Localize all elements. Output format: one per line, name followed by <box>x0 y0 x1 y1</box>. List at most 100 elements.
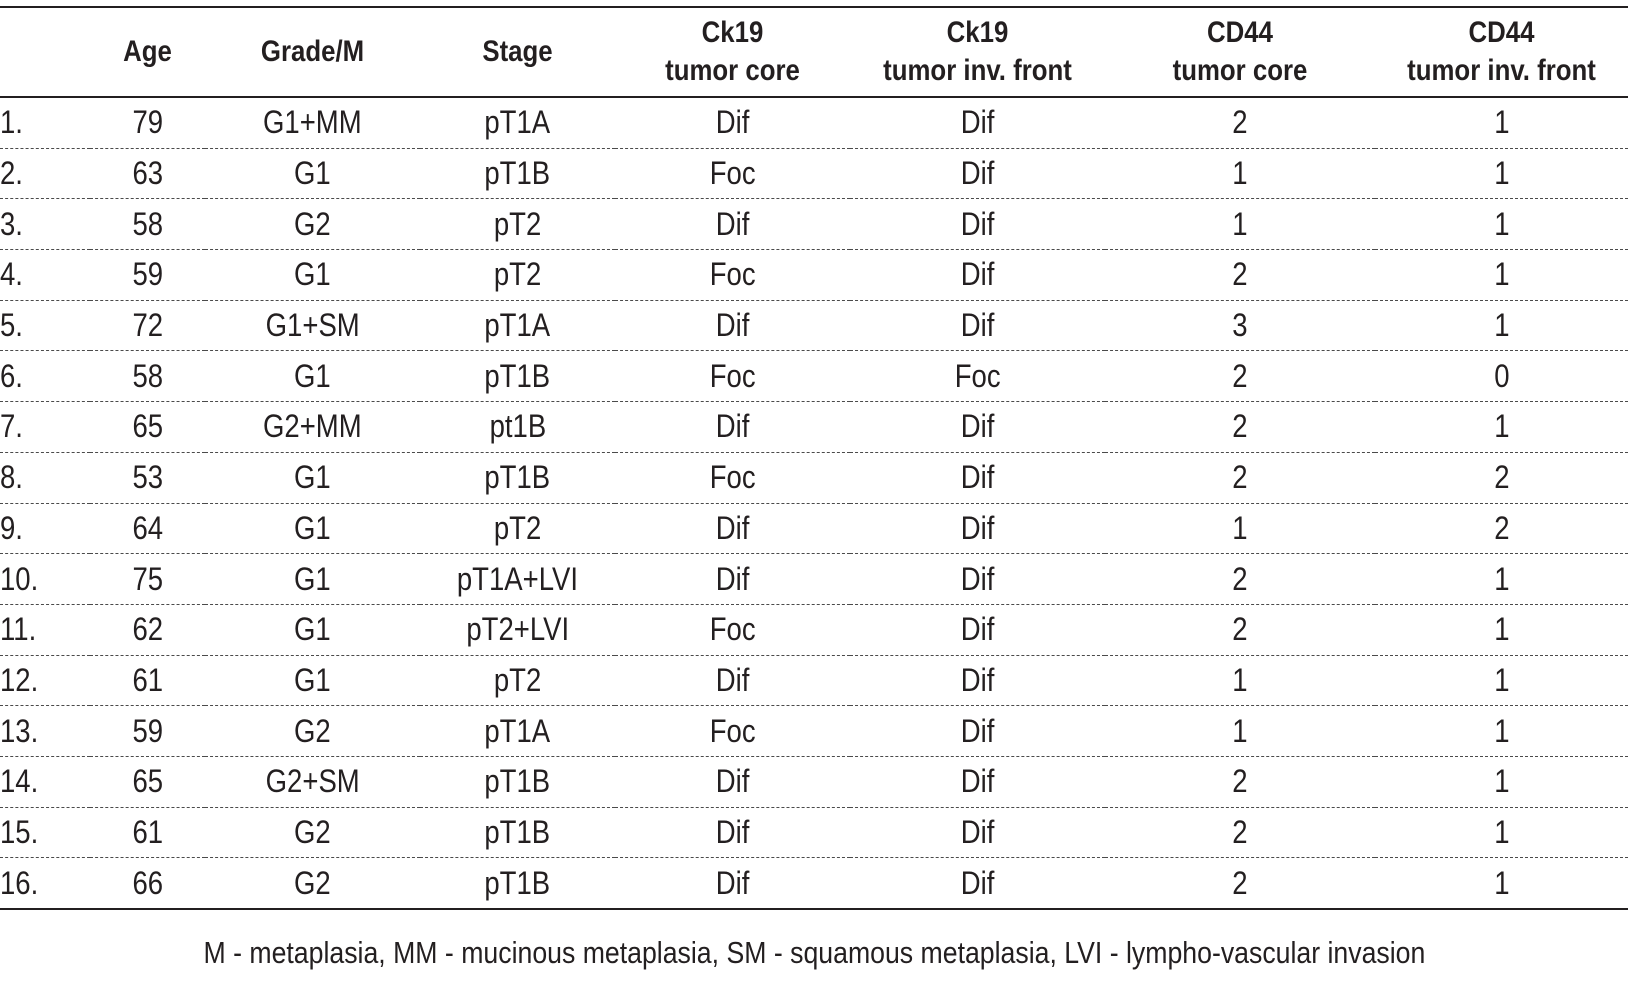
cell-ck19_core: Foc <box>615 249 850 301</box>
column-header-label: tumor core <box>1172 54 1308 87</box>
cell-id: 7. <box>0 401 90 453</box>
cell-value: 1 <box>1232 509 1248 546</box>
cell-ck19_core: Dif <box>615 300 850 352</box>
cell-stage: pT1A <box>420 300 615 352</box>
table-row: 9. 64 G1 pT2 Dif Dif 1 2 <box>0 503 1628 555</box>
cell-value: 2 <box>1232 256 1248 293</box>
cell-value: 1 <box>1493 256 1510 293</box>
cell-cd44_front: 1 <box>1375 655 1628 707</box>
cell-age: 63 <box>90 148 205 200</box>
cell-cd44_core: 2 <box>1105 807 1375 859</box>
cell-value: Dif <box>960 712 995 749</box>
cell-value: 1 <box>1493 864 1510 901</box>
cell-value: Dif <box>715 509 750 546</box>
cell-id: 15. <box>0 807 90 859</box>
cell-value: 59 <box>132 712 163 749</box>
column-header-label: tumor inv. front <box>1407 54 1596 87</box>
cell-value: pT2+LVI <box>466 611 569 648</box>
cell-cd44_front: 1 <box>1375 553 1628 605</box>
cell-ck19_front: Dif <box>850 807 1105 859</box>
cell-value: 1 <box>1493 560 1510 597</box>
column-header-label: CD44 <box>1468 16 1535 49</box>
cell-cd44_core: 2 <box>1105 756 1375 808</box>
cell-value: Dif <box>715 104 750 141</box>
cell-grade: G1 <box>205 350 420 403</box>
cell-value: 65 <box>132 763 163 800</box>
cell-value: 5. <box>0 307 23 344</box>
cell-ck19_core: Foc <box>615 452 850 504</box>
cell-id: 14. <box>0 756 90 808</box>
cell-ck19_core: Foc <box>615 705 850 757</box>
cell-stage: pT1B <box>420 857 615 911</box>
cell-cd44_core: 2 <box>1105 553 1375 605</box>
cell-value: 66 <box>132 864 163 901</box>
cell-age: 59 <box>90 705 205 757</box>
cell-value: G1 <box>294 661 331 698</box>
cell-grade: G2 <box>205 198 420 251</box>
table-row: 15. 61 G2 pT1B Dif Dif 2 1 <box>0 807 1628 859</box>
cell-cd44_core: 1 <box>1105 655 1375 707</box>
cell-value: 3. <box>0 205 23 242</box>
cell-ck19_front: Dif <box>850 300 1105 352</box>
cell-value: pT1B <box>484 813 551 850</box>
cell-value: pt1B <box>489 408 546 445</box>
cell-grade: G1 <box>205 655 420 707</box>
cell-value: 1 <box>1232 155 1248 192</box>
column-header-label: Ck19 <box>946 16 1009 49</box>
cell-value: 9. <box>0 509 23 546</box>
cell-age: 61 <box>90 655 205 707</box>
table-row: 5. 72 G1+SM pT1A Dif Dif 3 1 <box>0 300 1628 352</box>
cell-stage: pT2 <box>420 198 615 251</box>
cell-value: Foc <box>709 357 756 394</box>
cell-ck19_core: Dif <box>615 503 850 555</box>
cell-age: 58 <box>90 350 205 403</box>
cell-value: Dif <box>960 763 995 800</box>
table-row: 6. 58 G1 pT1B Foc Foc 2 0 <box>0 350 1628 403</box>
cell-value: pT1B <box>484 155 551 192</box>
cell-value: 1 <box>1232 712 1248 749</box>
column-header-label: tumor inv. front <box>883 54 1072 87</box>
cell-value: 7. <box>0 408 23 445</box>
cell-value: 8. <box>0 459 23 496</box>
cell-cd44_front: 2 <box>1375 503 1628 555</box>
cell-id: 10. <box>0 553 90 605</box>
cell-id: 5. <box>0 300 90 352</box>
cell-value: Dif <box>960 307 995 344</box>
cell-cd44_front: 1 <box>1375 198 1628 251</box>
table-row: 8. 53 G1 pT1B Foc Dif 2 2 <box>0 452 1628 504</box>
cell-stage: pT2 <box>420 249 615 301</box>
cell-cd44_core: 2 <box>1105 604 1375 656</box>
cell-value: 2 <box>1232 611 1248 648</box>
cell-value: Dif <box>960 611 995 648</box>
cell-cd44_front: 1 <box>1375 300 1628 352</box>
cell-ck19_core: Foc <box>615 350 850 403</box>
cell-value: 16. <box>0 864 39 901</box>
cell-cd44_core: 1 <box>1105 148 1375 200</box>
cell-value: Foc <box>709 459 756 496</box>
cell-id: 12. <box>0 655 90 707</box>
cell-value: Dif <box>960 459 995 496</box>
cell-age: 59 <box>90 249 205 301</box>
table-footnote: M - metaplasia, MM - mucinous metaplasia… <box>0 935 1628 971</box>
cell-ck19_front: Dif <box>850 503 1105 555</box>
column-header-age: Age <box>98 7 197 97</box>
cell-value: 2. <box>0 155 23 192</box>
cell-grade: G2 <box>205 807 420 859</box>
cell-id: 13. <box>0 705 90 757</box>
data-table: Age Grade/M Stage Ck19 tumor core Ck19 tumor i… <box>0 6 1628 911</box>
cell-value: 1 <box>1232 661 1248 698</box>
cell-value: G1 <box>294 357 331 394</box>
cell-value: G1+SM <box>265 307 360 344</box>
column-header-label: Grade/M <box>260 35 365 68</box>
cell-cd44_front: 1 <box>1375 401 1628 453</box>
cell-value: G1 <box>294 560 331 597</box>
cell-value: G1 <box>294 611 331 648</box>
column-header-label: tumor core <box>665 54 800 87</box>
cell-value: pT1B <box>484 459 551 496</box>
table-header: Age Grade/M Stage Ck19 tumor core Ck19 tumor i… <box>0 7 1628 97</box>
cell-cd44_front: 1 <box>1375 249 1628 301</box>
cell-cd44_front: 1 <box>1375 148 1628 200</box>
cell-age: 79 <box>90 97 205 149</box>
cell-ck19_front: Dif <box>850 249 1105 301</box>
cell-value: Dif <box>960 256 995 293</box>
